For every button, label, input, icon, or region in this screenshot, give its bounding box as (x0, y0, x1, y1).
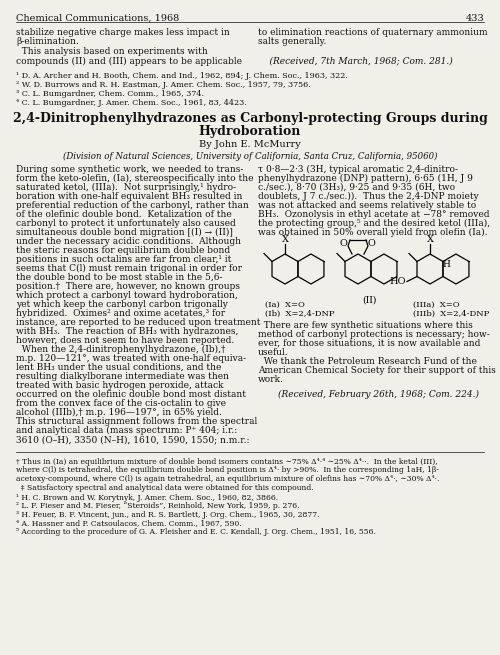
Text: phenylhydrazone (DNP) pattern), 6·65 (1H, J 9: phenylhydrazone (DNP) pattern), 6·65 (1H… (258, 174, 473, 183)
Text: preferential reduction of the carbonyl, rather than: preferential reduction of the carbonyl, … (16, 201, 249, 210)
Text: (IIIa)  X=O: (IIIa) X=O (413, 301, 460, 309)
Text: positions in such octalins are far from clear,¹ it: positions in such octalins are far from … (16, 255, 232, 264)
Text: alcohol (IIIb),† m.p. 196—197°, in 65% yield.: alcohol (IIIb),† m.p. 196—197°, in 65% y… (16, 408, 222, 417)
Text: (Division of Natural Sciences, University of California, Santa Cruz, California,: (Division of Natural Sciences, Universit… (63, 152, 437, 161)
Text: resulting dialkylborane intermediate was then: resulting dialkylborane intermediate was… (16, 372, 229, 381)
Text: ‡ Satisfactory spectral and analytical data were obtained for this compound.: ‡ Satisfactory spectral and analytical d… (16, 483, 314, 491)
Text: saturated ketol, (IIIa).  Not surprisingly,¹ hydro-: saturated ketol, (IIIa). Not surprisingl… (16, 183, 236, 192)
Text: O: O (340, 239, 348, 248)
Text: boration with one-half equivalent BH₃ resulted in: boration with one-half equivalent BH₃ re… (16, 192, 242, 201)
Text: X: X (427, 235, 434, 244)
Text: BH₃.  Ozonolysis in ethyl acetate at −78° removed: BH₃. Ozonolysis in ethyl acetate at −78°… (258, 210, 490, 219)
Text: from the convex face of the cis-octalin to give: from the convex face of the cis-octalin … (16, 399, 226, 408)
Text: O: O (368, 239, 376, 248)
Text: was not attacked and seems relatively stable to: was not attacked and seems relatively st… (258, 201, 476, 210)
Text: (Received, February 26th, 1968; Com. 224.): (Received, February 26th, 1968; Com. 224… (278, 390, 479, 399)
Text: occurred on the olefinic double bond most distant: occurred on the olefinic double bond mos… (16, 390, 246, 399)
Text: 3610 (O–H), 3350 (N–H), 1610, 1590, 1550; n.m.r.:: 3610 (O–H), 3350 (N–H), 1610, 1590, 1550… (16, 435, 249, 444)
Text: the double bond to be most stable in the 5,6-: the double bond to be most stable in the… (16, 273, 223, 282)
Text: ⁴ A. Hassner and P. Catsoulacos, Chem. Comm., 1967, 590.: ⁴ A. Hassner and P. Catsoulacos, Chem. C… (16, 519, 241, 527)
Text: ³ H. Feuer, B. F. Vincent, jun., and R. S. Bartlett, J. Org. Chem., 1965, 30, 28: ³ H. Feuer, B. F. Vincent, jun., and R. … (16, 511, 320, 519)
Text: (IIIb)  X=2,4-DNP: (IIIb) X=2,4-DNP (413, 310, 489, 318)
Text: τ 0·8—2·3 (3H, typical aromatic 2,4-dinitro-: τ 0·8—2·3 (3H, typical aromatic 2,4-dini… (258, 165, 458, 174)
Text: lent BH₃ under the usual conditions, and the: lent BH₃ under the usual conditions, and… (16, 363, 222, 372)
Text: (Received, 7th March, 1968; Com. 281.): (Received, 7th March, 1968; Com. 281.) (258, 56, 453, 66)
Text: HO: HO (389, 278, 406, 286)
Text: which protect a carbonyl toward hydroboration,: which protect a carbonyl toward hydrobor… (16, 291, 238, 300)
Text: ¹ H. C. Brown and W. Korytnyk, J. Amer. Chem. Soc., 1960, 82, 3866.: ¹ H. C. Brown and W. Korytnyk, J. Amer. … (16, 494, 278, 502)
Text: (Ia)  X=O: (Ia) X=O (265, 301, 305, 309)
Text: useful.: useful. (258, 348, 288, 357)
Text: By John E. McMurry: By John E. McMurry (199, 140, 301, 149)
Text: ² L. F. Fieser and M. Fieser, “Steroids”, Reinhold, New York, 1959, p. 276.: ² L. F. Fieser and M. Fieser, “Steroids”… (16, 502, 300, 510)
Text: yet which keep the carbonyl carbon trigonally: yet which keep the carbonyl carbon trigo… (16, 300, 228, 309)
Text: This analysis based on experiments with: This analysis based on experiments with (16, 47, 208, 56)
Text: ⁴ C. L. Bumgardner, J. Amer. Chem. Soc., 1961, 83, 4423.: ⁴ C. L. Bumgardner, J. Amer. Chem. Soc.,… (16, 99, 247, 107)
Text: c./sec.), 8·70 (3H₃), 9·25 and 9·35 (6H, two: c./sec.), 8·70 (3H₃), 9·25 and 9·35 (6H,… (258, 183, 455, 192)
Text: the steric reasons for equilibrium double bond: the steric reasons for equilibrium doubl… (16, 246, 230, 255)
Text: carbonyl to protect it unfortunately also caused: carbonyl to protect it unfortunately als… (16, 219, 236, 228)
Text: X: X (282, 235, 289, 244)
Text: H: H (442, 260, 450, 269)
Text: treated with basic hydrogen peroxide, attack: treated with basic hydrogen peroxide, at… (16, 381, 224, 390)
Text: of the olefinic double bond.  Ketalization of the: of the olefinic double bond. Ketalizatio… (16, 210, 232, 219)
Text: There are few synthetic situations where this: There are few synthetic situations where… (258, 321, 473, 330)
Text: † Thus in (Ia) an equilibrium mixture of double bond isomers contains ∼75% Δ⁴·⁴ : † Thus in (Ia) an equilibrium mixture of… (16, 458, 438, 466)
Text: Chemical Communications, 1968: Chemical Communications, 1968 (16, 14, 179, 23)
Text: We thank the Petroleum Research Fund of the: We thank the Petroleum Research Fund of … (258, 357, 477, 366)
Text: American Chemical Society for their support of this: American Chemical Society for their supp… (258, 366, 496, 375)
Text: doublets, J 7 c./sec.)).  Thus the 2,4-DNP moiety: doublets, J 7 c./sec.)). Thus the 2,4-DN… (258, 192, 479, 201)
Text: ever, for those situations, it is now available and: ever, for those situations, it is now av… (258, 339, 480, 348)
Text: however, does not seem to have been reported.: however, does not seem to have been repo… (16, 336, 234, 345)
Text: and analytical data (mass spectrum: P⁺ 404; i.r.:: and analytical data (mass spectrum: P⁺ 4… (16, 426, 237, 435)
Text: to elimination reactions of quaternary ammonium: to elimination reactions of quaternary a… (258, 28, 488, 37)
Text: stabilize negative charge makes less impact in: stabilize negative charge makes less imp… (16, 28, 230, 37)
Text: instance, are reported to be reduced upon treatment: instance, are reported to be reduced upo… (16, 318, 260, 327)
Text: was obtained in 50% overall yield from olefin (Ia).: was obtained in 50% overall yield from o… (258, 228, 488, 237)
Text: 433: 433 (465, 14, 484, 23)
Text: acetoxy-compound, where C(l) is again tetrahedral, an equilibrium mixture of ole: acetoxy-compound, where C(l) is again te… (16, 475, 440, 483)
Text: simultaneous double bond migration [(I) → (II)]: simultaneous double bond migration [(I) … (16, 228, 233, 237)
Text: where C(l) is tetrahedral, the equilibrium double bond position is Δ⁴· by >90%. : where C(l) is tetrahedral, the equilibri… (16, 466, 439, 474)
Text: seems that C(l) must remain trigonal in order for: seems that C(l) must remain trigonal in … (16, 264, 242, 273)
Text: 2,4-Dinitrophenylhydrazones as Carbonyl-protecting Groups during: 2,4-Dinitrophenylhydrazones as Carbonyl-… (12, 112, 488, 125)
Text: position.†  There are, however, no known groups: position.† There are, however, no known … (16, 282, 240, 291)
Text: During some synthetic work, we needed to trans-: During some synthetic work, we needed to… (16, 165, 243, 174)
Text: work.: work. (258, 375, 284, 384)
Text: (II): (II) (362, 296, 376, 305)
Text: m.p. 120—121°, was treated with one-half equiva-: m.p. 120—121°, was treated with one-half… (16, 354, 246, 363)
Text: β-elimination.: β-elimination. (16, 37, 79, 47)
Text: with BH₃.  The reaction of BH₃ with hydrazones,: with BH₃. The reaction of BH₃ with hydra… (16, 327, 238, 336)
Text: form the keto-olefin, (Ia), stereospecifically into the: form the keto-olefin, (Ia), stereospecif… (16, 174, 254, 183)
Text: the protecting group,⁵ and the desired ketol (IIIa),: the protecting group,⁵ and the desired k… (258, 219, 490, 228)
Text: hybridized.  Oximes² and oxime acetates,³ for: hybridized. Oximes² and oxime acetates,³… (16, 309, 225, 318)
Text: ¹ D. A. Archer and H. Booth, Chem. and Ind., 1962, 894; J. Chem. Soc., 1963, 322: ¹ D. A. Archer and H. Booth, Chem. and I… (16, 72, 348, 80)
Text: compounds (II) and (III) appears to be applicable: compounds (II) and (III) appears to be a… (16, 56, 242, 66)
Text: salts generally.: salts generally. (258, 37, 326, 47)
Text: (Ib)  X=2,4-DNP: (Ib) X=2,4-DNP (265, 310, 334, 318)
Text: under the necessary acidic conditions.  Although: under the necessary acidic conditions. A… (16, 237, 241, 246)
Text: ³ C. L. Bumgardner, Chem. Comm., 1965, 374.: ³ C. L. Bumgardner, Chem. Comm., 1965, 3… (16, 90, 204, 98)
Text: ⁵ According to the procedure of G. A. Fleisher and E. C. Kendall, J. Org. Chem.,: ⁵ According to the procedure of G. A. Fl… (16, 528, 376, 536)
Text: This structural assignment follows from the spectral: This structural assignment follows from … (16, 417, 257, 426)
Text: Hydroboration: Hydroboration (199, 125, 301, 138)
Text: ² W. D. Burrows and R. H. Eastman, J. Amer. Chem. Soc., 1957, 79, 3756.: ² W. D. Burrows and R. H. Eastman, J. Am… (16, 81, 311, 89)
Text: method of carbonyl protections is necessary; how-: method of carbonyl protections is necess… (258, 330, 490, 339)
Text: When the 2,4-dinitrophenylhydrazone, (Ib),†: When the 2,4-dinitrophenylhydrazone, (Ib… (16, 345, 226, 354)
